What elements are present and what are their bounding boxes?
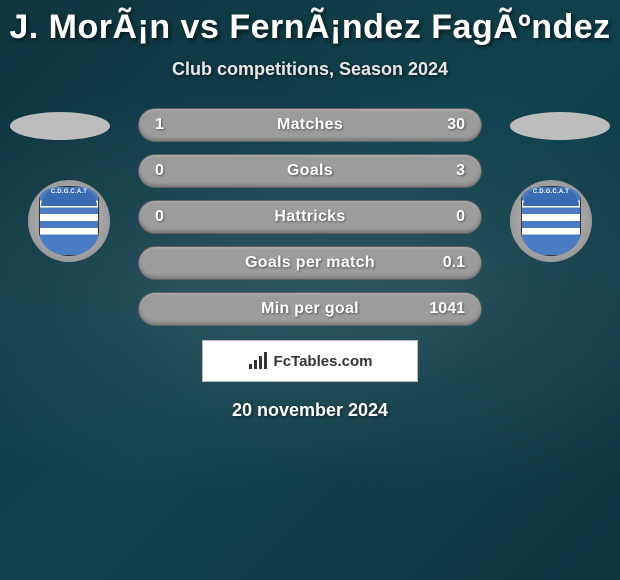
stat-value-right: 0.1 <box>443 254 465 272</box>
stat-row: Goals per match 0.1 <box>138 246 482 280</box>
stat-label: Min per goal <box>261 300 359 318</box>
stat-label: Goals <box>287 162 333 180</box>
stat-row: Min per goal 1041 <box>138 292 482 326</box>
club-badge-left: C.D.G.C.A.T <box>28 180 110 262</box>
stat-label: Hattricks <box>274 208 345 226</box>
stat-value-right: 1041 <box>429 300 465 318</box>
comparison-content: C.D.G.C.A.T C.D.G.C.A.T 1Matches300Goals… <box>0 108 620 421</box>
stat-row: 1 Matches 30 <box>138 108 482 142</box>
stat-row: 0 Goals 3 <box>138 154 482 188</box>
stat-rows-container: 1Matches300Goals30Hattricks0Goals per ma… <box>138 108 482 326</box>
source-logo: FcTables.com <box>202 340 418 382</box>
stat-value-left: 0 <box>155 162 164 180</box>
club-badge-text-left: C.D.G.C.A.T <box>41 188 97 206</box>
player-avatar-left <box>10 112 110 140</box>
player-avatar-right <box>510 112 610 140</box>
stat-value-right: 0 <box>456 208 465 226</box>
stat-value-right: 3 <box>456 162 465 180</box>
comparison-date: 20 november 2024 <box>0 400 620 421</box>
stat-value-left: 0 <box>155 208 164 226</box>
stat-value-left: 1 <box>155 116 164 134</box>
stat-row: 0 Hattricks 0 <box>138 200 482 234</box>
stat-label: Goals per match <box>245 254 375 272</box>
stat-value-right: 30 <box>447 116 465 134</box>
club-badge-right: C.D.G.C.A.T <box>510 180 592 262</box>
bar-chart-icon <box>248 352 270 370</box>
stat-label: Matches <box>277 116 343 134</box>
source-logo-text: FcTables.com <box>274 353 373 370</box>
club-badge-text-right: C.D.G.C.A.T <box>523 188 579 206</box>
